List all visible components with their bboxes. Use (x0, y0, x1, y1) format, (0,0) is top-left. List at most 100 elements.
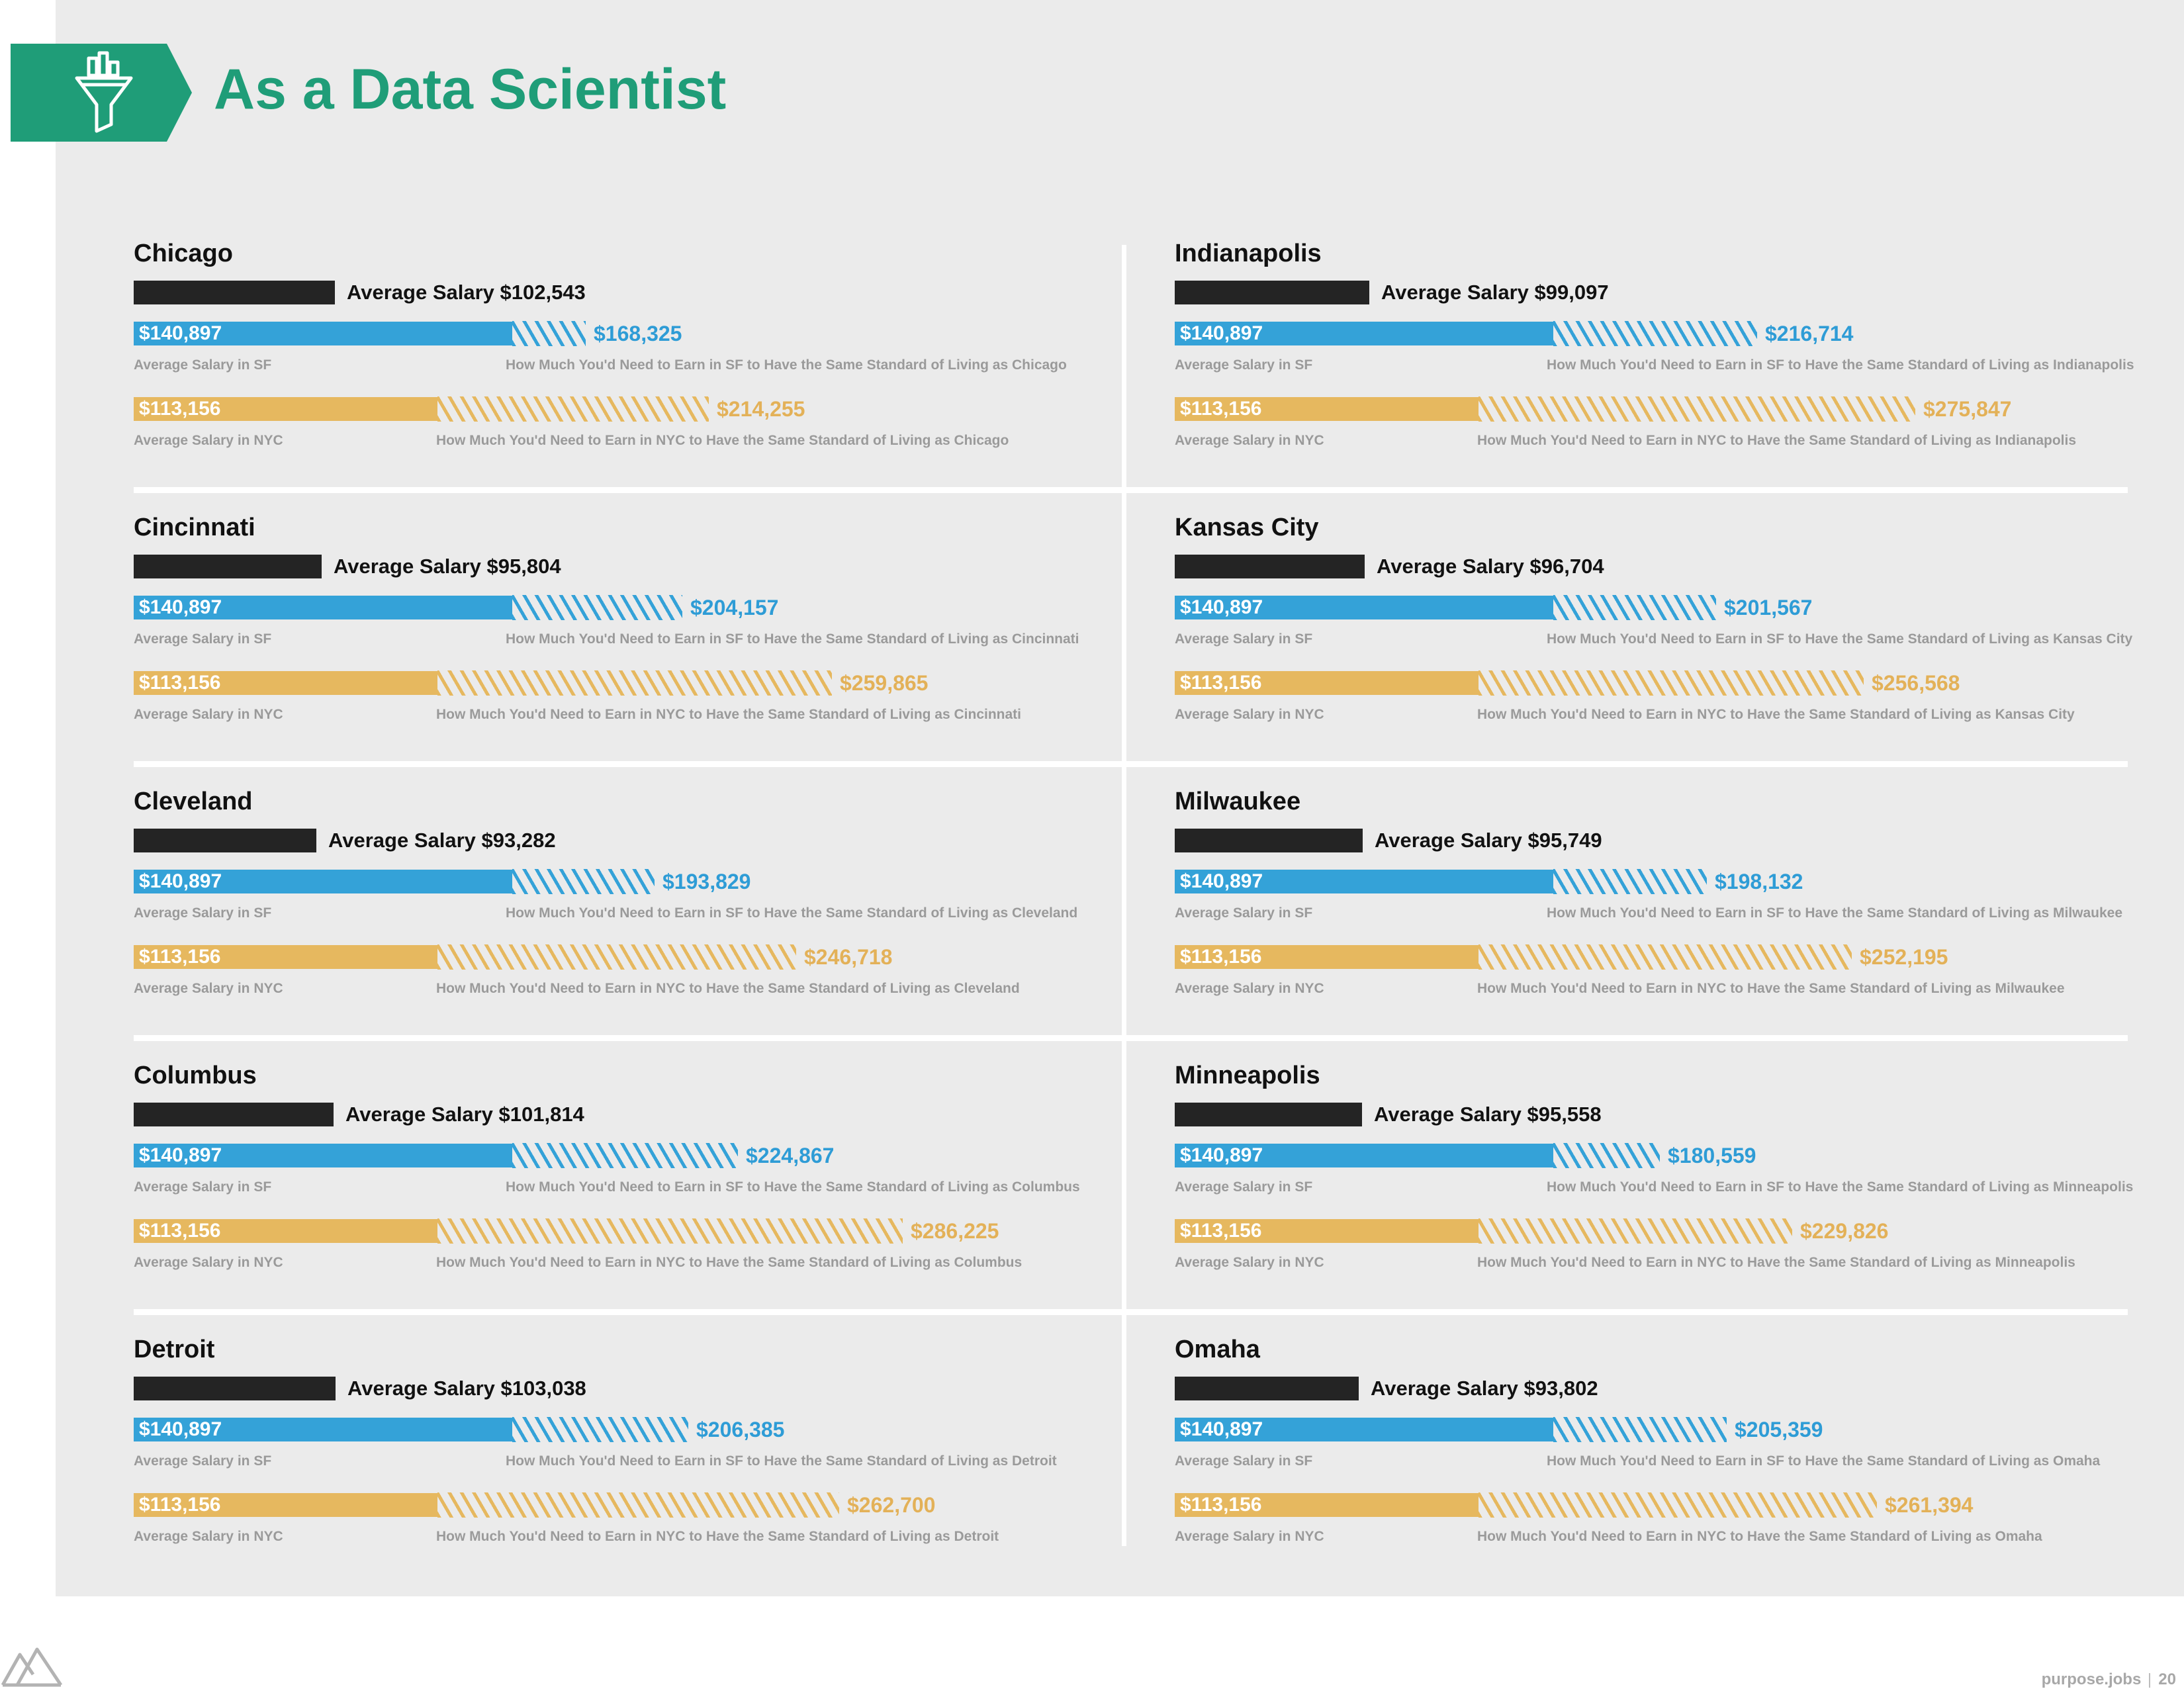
city-name: Minneapolis (1175, 1062, 1320, 1089)
nyc-needed-hatch (437, 396, 709, 422)
nyc-salary-bar: $113,156 (134, 945, 437, 969)
sf-needed-hatch (1553, 869, 1707, 894)
city-block-minneapolis: Minneapolis Average Salary $95,558 $140,89… (1175, 1062, 2167, 1280)
city-name: Omaha (1175, 1336, 1260, 1363)
nyc-needed-value: $259,865 (840, 671, 929, 695)
nyc-salary-bar: $113,156 (134, 671, 437, 695)
sf-caption: Average Salary in SF (134, 905, 272, 921)
sf-needed-value: $224,867 (746, 1144, 835, 1167)
nyc-needed-caption: How Much You'd Need to Earn in NYC to Ha… (1477, 433, 2077, 448)
average-salary-bar (134, 829, 316, 852)
nyc-needed-hatch (1479, 396, 1915, 422)
average-salary-bar (1175, 1377, 1359, 1400)
sf-salary-value: $140,897 (1180, 1418, 1263, 1440)
row-divider (134, 1309, 1123, 1315)
sf-needed-value: $198,132 (1715, 870, 1803, 893)
sf-salary-value: $140,897 (1180, 322, 1263, 344)
sf-salary-bar: $140,897 (1175, 322, 1553, 345)
sf-salary-value: $140,897 (139, 870, 222, 892)
nyc-needed-hatch (437, 670, 832, 696)
footer-separator (2149, 1672, 2151, 1688)
sf-needed-value: $206,385 (696, 1418, 785, 1441)
nyc-caption: Average Salary in NYC (1175, 433, 1324, 448)
header-banner (11, 44, 192, 142)
sf-needed-value: $180,559 (1668, 1144, 1756, 1167)
average-salary-bar (134, 1377, 336, 1400)
sf-salary-bar: $140,897 (1175, 870, 1553, 893)
nyc-salary-value: $113,156 (139, 946, 221, 968)
sf-needed-caption: How Much You'd Need to Earn in SF to Hav… (506, 1453, 1057, 1469)
nyc-caption: Average Salary in NYC (134, 981, 283, 996)
row-divider (134, 761, 1123, 767)
nyc-caption: Average Salary in NYC (1175, 981, 1324, 996)
city-name: Indianapolis (1175, 240, 1322, 267)
mountain-logo-icon (1, 1647, 63, 1687)
sf-caption: Average Salary in SF (134, 631, 272, 647)
city-block-indianapolis: Indianapolis Average Salary $99,097 $140,8… (1175, 240, 2167, 458)
sf-caption: Average Salary in SF (134, 1179, 272, 1195)
nyc-salary-value: $113,156 (1180, 946, 1262, 968)
average-salary-label: Average Salary $95,804 (334, 555, 561, 578)
average-salary-label: Average Salary $103,038 (347, 1377, 586, 1400)
sf-needed-caption: How Much You'd Need to Earn in SF to Hav… (1547, 1179, 2134, 1195)
nyc-salary-bar: $113,156 (1175, 945, 1479, 969)
sf-needed-value: $168,325 (594, 322, 682, 345)
average-salary-bar (1175, 1103, 1362, 1126)
average-salary-label: Average Salary $101,814 (345, 1103, 584, 1126)
sf-caption: Average Salary in SF (134, 1453, 272, 1469)
nyc-needed-hatch (437, 1218, 903, 1244)
nyc-salary-bar: $113,156 (1175, 1219, 1479, 1243)
nyc-salary-value: $113,156 (1180, 1220, 1262, 1242)
nyc-needed-caption: How Much You'd Need to Earn in NYC to Ha… (436, 707, 1021, 722)
city-block-cincinnati: Cincinnati Average Salary $95,804 $140,897… (134, 514, 1126, 732)
nyc-salary-value: $113,156 (139, 1220, 221, 1242)
average-salary-label: Average Salary $95,749 (1375, 829, 1602, 852)
sf-caption: Average Salary in SF (134, 357, 272, 373)
sf-needed-value: $201,567 (1724, 596, 1813, 619)
row-divider (134, 1035, 1123, 1041)
sf-salary-value: $140,897 (139, 1144, 222, 1166)
sf-salary-value: $140,897 (1180, 1144, 1263, 1166)
sf-caption: Average Salary in SF (1175, 631, 1313, 647)
city-name: Milwaukee (1175, 788, 1301, 815)
average-salary-bar (134, 555, 322, 578)
average-salary-bar (1175, 829, 1363, 852)
city-name: Columbus (134, 1062, 257, 1089)
average-salary-bar (134, 281, 335, 304)
nyc-salary-value: $113,156 (1180, 1494, 1262, 1516)
nyc-salary-bar: $113,156 (1175, 671, 1479, 695)
sf-needed-hatch (512, 321, 586, 346)
row-divider (1126, 487, 2128, 493)
sf-needed-hatch (1553, 595, 1716, 620)
sf-needed-caption: How Much You'd Need to Earn in SF to Hav… (506, 1179, 1080, 1195)
page-title: As a Data Scientist (214, 58, 727, 121)
city-block-omaha: Omaha Average Salary $93,802 $140,897 $205,… (1175, 1336, 2167, 1554)
nyc-caption: Average Salary in NYC (134, 1255, 283, 1270)
nyc-salary-value: $113,156 (139, 398, 221, 420)
average-salary-bar (1175, 281, 1369, 304)
city-block-chicago: Chicago Average Salary $102,543 $140,897 $1… (134, 240, 1126, 458)
average-salary-label: Average Salary $96,704 (1377, 555, 1604, 578)
city-block-detroit: Detroit Average Salary $103,038 $140,897 $2… (134, 1336, 1126, 1554)
nyc-needed-caption: How Much You'd Need to Earn in NYC to Ha… (1477, 707, 2075, 722)
nyc-salary-value: $113,156 (139, 1494, 221, 1516)
sf-needed-caption: How Much You'd Need to Earn in SF to Hav… (1547, 1453, 2101, 1469)
nyc-needed-value: $262,700 (847, 1493, 936, 1517)
average-salary-bar (134, 1103, 334, 1126)
sf-caption: Average Salary in SF (1175, 357, 1313, 373)
nyc-salary-bar: $113,156 (134, 397, 437, 421)
sf-needed-hatch (1553, 1417, 1727, 1442)
sf-salary-bar: $140,897 (134, 1418, 512, 1441)
nyc-salary-value: $113,156 (1180, 398, 1262, 420)
nyc-needed-caption: How Much You'd Need to Earn in NYC to Ha… (436, 1255, 1023, 1270)
nyc-salary-value: $113,156 (1180, 672, 1262, 694)
city-name: Detroit (134, 1336, 215, 1363)
sf-salary-value: $140,897 (1180, 870, 1263, 892)
sf-needed-caption: How Much You'd Need to Earn in SF to Hav… (506, 905, 1078, 921)
nyc-needed-value: $286,225 (911, 1219, 999, 1243)
nyc-needed-hatch (437, 1492, 839, 1518)
row-divider (134, 487, 1123, 493)
sf-needed-value: $216,714 (1765, 322, 1854, 345)
sf-needed-hatch (512, 1417, 688, 1442)
nyc-needed-value: $246,718 (804, 945, 893, 969)
